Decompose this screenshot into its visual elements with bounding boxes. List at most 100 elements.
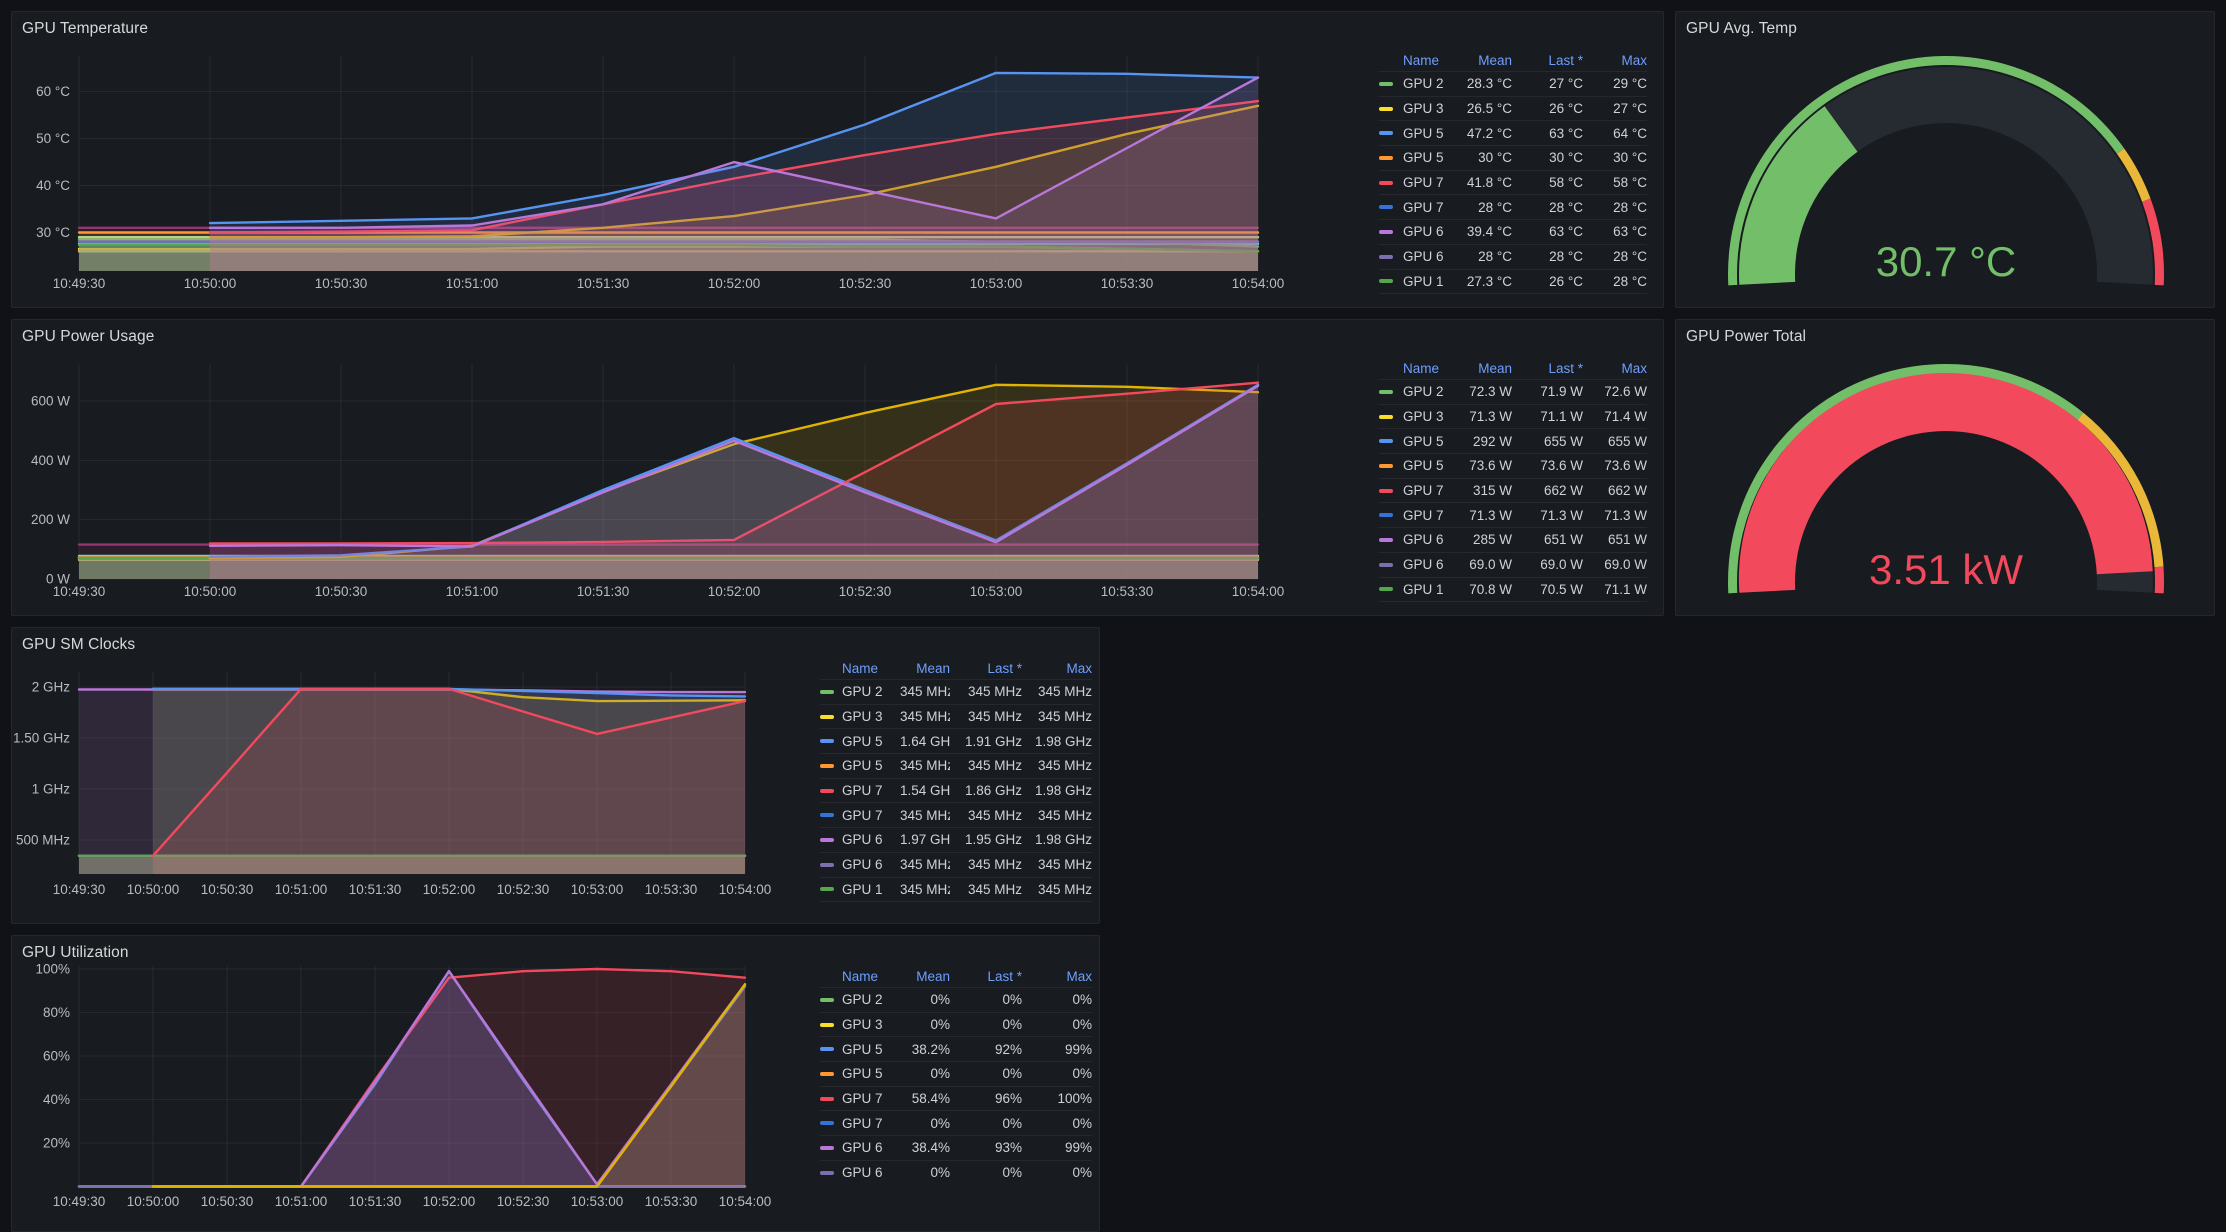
series-name[interactable]: GPU 6 (1403, 249, 1444, 265)
legend-row[interactable]: GPU 5 47.2 °C 63 °C 64 °C (1379, 120, 1647, 145)
series-name[interactable]: GPU 1 (842, 881, 883, 897)
series-name[interactable]: GPU 7 (842, 783, 883, 799)
power-usage-chart[interactable]: 0 W 200 W 400 W 600 W 10:49:30 10:50:00 10:50:… (12, 320, 1664, 616)
series-name[interactable]: GPU 3 (842, 709, 883, 725)
series-name[interactable]: GPU 7 (842, 1115, 883, 1131)
series-name[interactable]: GPU 7 (1403, 483, 1444, 499)
series-name[interactable]: GPU 7 (1403, 199, 1444, 215)
legend-row[interactable]: GPU 2 28.3 °C 27 °C 29 °C (1379, 71, 1647, 96)
legend-row[interactable]: GPU 5 292 W 655 W 655 W (1379, 428, 1647, 453)
legend-row[interactable]: GPU 7 315 W 662 W 662 W (1379, 477, 1647, 503)
legend-row[interactable]: GPU 3 71.3 W 71.1 W 71.4 W (1379, 403, 1647, 429)
series-name[interactable]: GPU 6 (842, 857, 883, 873)
legend-header-max[interactable]: Max (1066, 661, 1092, 676)
legend-row[interactable]: GPU 439.3 °C57 °C58 °C (1379, 293, 1647, 300)
legend-header-mean[interactable]: Mean (916, 969, 950, 984)
legend-row[interactable]: GPU 6 285 W 651 W 651 W (1379, 527, 1647, 552)
legend-row[interactable]: GPU 5 73.6 W 73.6 W 73.6 W (1379, 453, 1647, 478)
series-name[interactable]: GPU 5 (1403, 458, 1444, 474)
legend-row[interactable]: GPU 7 345 MHz 345 MHz 345 MHz (820, 802, 1092, 827)
legend-header-max[interactable]: Max (1621, 53, 1647, 68)
panel-title[interactable]: GPU Utilization (22, 944, 129, 961)
panel-title[interactable]: GPU Power Usage (22, 328, 155, 345)
legend-header-mean[interactable]: Mean (1478, 361, 1512, 376)
series-name[interactable]: GPU 6 (842, 1165, 883, 1181)
series-name[interactable]: GPU 5 (842, 1041, 883, 1057)
legend-row[interactable]: GPU 6 38.4% 93% 99% (820, 1135, 1092, 1160)
legend-header-name[interactable]: Name (1403, 361, 1440, 376)
legend-row[interactable]: GPU 5 0% 0% 0% (820, 1061, 1092, 1086)
series-name[interactable]: GPU 3 (842, 1017, 883, 1033)
legend-row[interactable]: GPU 2 345 MHz 345 MHz 345 MHz (820, 679, 1092, 704)
panel-title[interactable]: GPU Power Total (1686, 328, 1807, 345)
legend-header-last[interactable]: Last * (1548, 361, 1583, 376)
series-name[interactable]: GPU 6 (842, 832, 883, 848)
series-name[interactable]: GPU 5 (842, 1066, 883, 1082)
panel-title[interactable]: GPU Temperature (22, 20, 149, 37)
series-name[interactable]: GPU 5 (1403, 150, 1444, 166)
series-name[interactable]: GPU 5 (1403, 125, 1444, 141)
legend-row[interactable]: GPU 6 69.0 W 69.0 W 69.0 W (1379, 551, 1647, 577)
legend-row[interactable]: GPU 7 41.8 °C 58 °C 58 °C (1379, 169, 1647, 195)
legend-row[interactable]: GPU 2 72.3 W 71.9 W 72.6 W (1379, 379, 1647, 404)
legend-row[interactable]: GPU 7 58.4% 96% 100% (820, 1085, 1092, 1111)
legend-header-mean[interactable]: Mean (1478, 53, 1512, 68)
legend-row[interactable]: GPU 6 39.4 °C 63 °C 63 °C (1379, 219, 1647, 244)
legend-row[interactable]: GPU 2 0% 0% 0% (820, 987, 1092, 1012)
series-name[interactable]: GPU 3 (1403, 409, 1444, 425)
series-name[interactable]: GPU 4 (1403, 607, 1461, 608)
series-name[interactable]: GPU 1 (1403, 581, 1444, 597)
series-name[interactable]: GPU 2 (1403, 76, 1444, 92)
legend-row[interactable]: GPU 5 30 °C 30 °C 30 °C (1379, 145, 1647, 170)
legend-row[interactable]: GPU 6 1.97 GHz 1.95 GHz 1.98 GHz (820, 827, 1092, 852)
legend-row[interactable]: GPU 6 345 MHz 345 MHz 345 MHz (820, 851, 1092, 877)
legend-header-mean[interactable]: Mean (916, 661, 950, 676)
series-name[interactable]: GPU 6 (1403, 224, 1444, 240)
legend-row[interactable]: GPU 7 28 °C 28 °C 28 °C (1379, 194, 1647, 219)
series-name[interactable]: GPU 2 (842, 992, 883, 1008)
legend-header-max[interactable]: Max (1621, 361, 1647, 376)
legend-row[interactable]: GPU 7 71.3 W 71.3 W 71.3 W (1379, 502, 1647, 527)
series-name[interactable]: GPU 7 (1403, 507, 1444, 523)
sm-clocks-chart[interactable]: 500 MHz 1 GHz 1.50 GHz 2 GHz 10:49:30 10:50:0… (12, 628, 1100, 924)
series-name[interactable]: GPU 7 (1403, 175, 1444, 191)
series-name[interactable]: GPU 6 (842, 1140, 883, 1156)
series-name[interactable]: GPU 3 (1403, 101, 1444, 117)
legend-header-last[interactable]: Last * (987, 969, 1022, 984)
panel-title[interactable]: GPU SM Clocks (22, 636, 136, 653)
temperature-chart[interactable]: 30 °C 40 °C 50 °C 60 °C 10:49:30 10:50:00 10:5… (12, 12, 1664, 308)
legend-row[interactable]: GPU 3 26.5 °C 26 °C 27 °C (1379, 95, 1647, 121)
legend-row[interactable]: GPU 1 27.3 °C 26 °C 28 °C (1379, 268, 1647, 294)
series-name[interactable]: GPU 5 (842, 733, 883, 749)
series-name[interactable]: GPU 6 (1403, 557, 1444, 573)
legend-header-last[interactable]: Last * (987, 661, 1022, 676)
series-name[interactable]: GPU 6 (1403, 532, 1444, 548)
series-name[interactable]: GPU 7 (842, 807, 883, 823)
legend-row[interactable]: GPU 3 345 MHz 345 MHz 345 MHz (820, 703, 1092, 729)
series-name[interactable]: GPU 4 (1403, 299, 1461, 300)
legend-row[interactable]: GPU 7 0% 0% 0% (820, 1110, 1092, 1135)
legend-header-name[interactable]: Name (842, 661, 879, 676)
legend-row[interactable]: GPU 7 1.54 GHz 1.86 GHz 1.98 GHz (820, 777, 1092, 803)
legend-header-name[interactable]: Name (842, 969, 879, 984)
series-name[interactable]: GPU 2 (1403, 384, 1444, 400)
legend-row[interactable]: GPU 1 345 MHz 345 MHz 345 MHz (820, 876, 1092, 902)
panel-title[interactable]: GPU Avg. Temp (1686, 20, 1798, 37)
series-name[interactable]: GPU 2 (842, 684, 883, 700)
series-name[interactable]: GPU 4 (842, 907, 900, 908)
series-name[interactable]: GPU 1 (1403, 273, 1444, 289)
series-name[interactable]: GPU 5 (842, 758, 883, 774)
legend-header-max[interactable]: Max (1066, 969, 1092, 984)
legend-row[interactable]: GPU 5 38.2% 92% 99% (820, 1036, 1092, 1061)
series-name[interactable]: GPU 5 (1403, 433, 1444, 449)
legend-row[interactable]: GPU 3 0% 0% 0% (820, 1011, 1092, 1037)
legend-row[interactable]: GPU 6 28 °C 28 °C 28 °C (1379, 243, 1647, 269)
legend-row[interactable]: GPU 1 70.8 W 70.5 W 71.1 W (1379, 576, 1647, 602)
legend-header-name[interactable]: Name (1403, 53, 1440, 68)
legend-row[interactable]: GPU 5 345 MHz 345 MHz 345 MHz (820, 753, 1092, 778)
legend-row[interactable]: GPU 5 1.64 GHz 1.91 GHz 1.98 GHz (820, 728, 1092, 753)
series-name[interactable]: GPU 7 (842, 1091, 883, 1107)
legend-row[interactable]: GPU 6 0% 0% 0% (820, 1159, 1092, 1185)
